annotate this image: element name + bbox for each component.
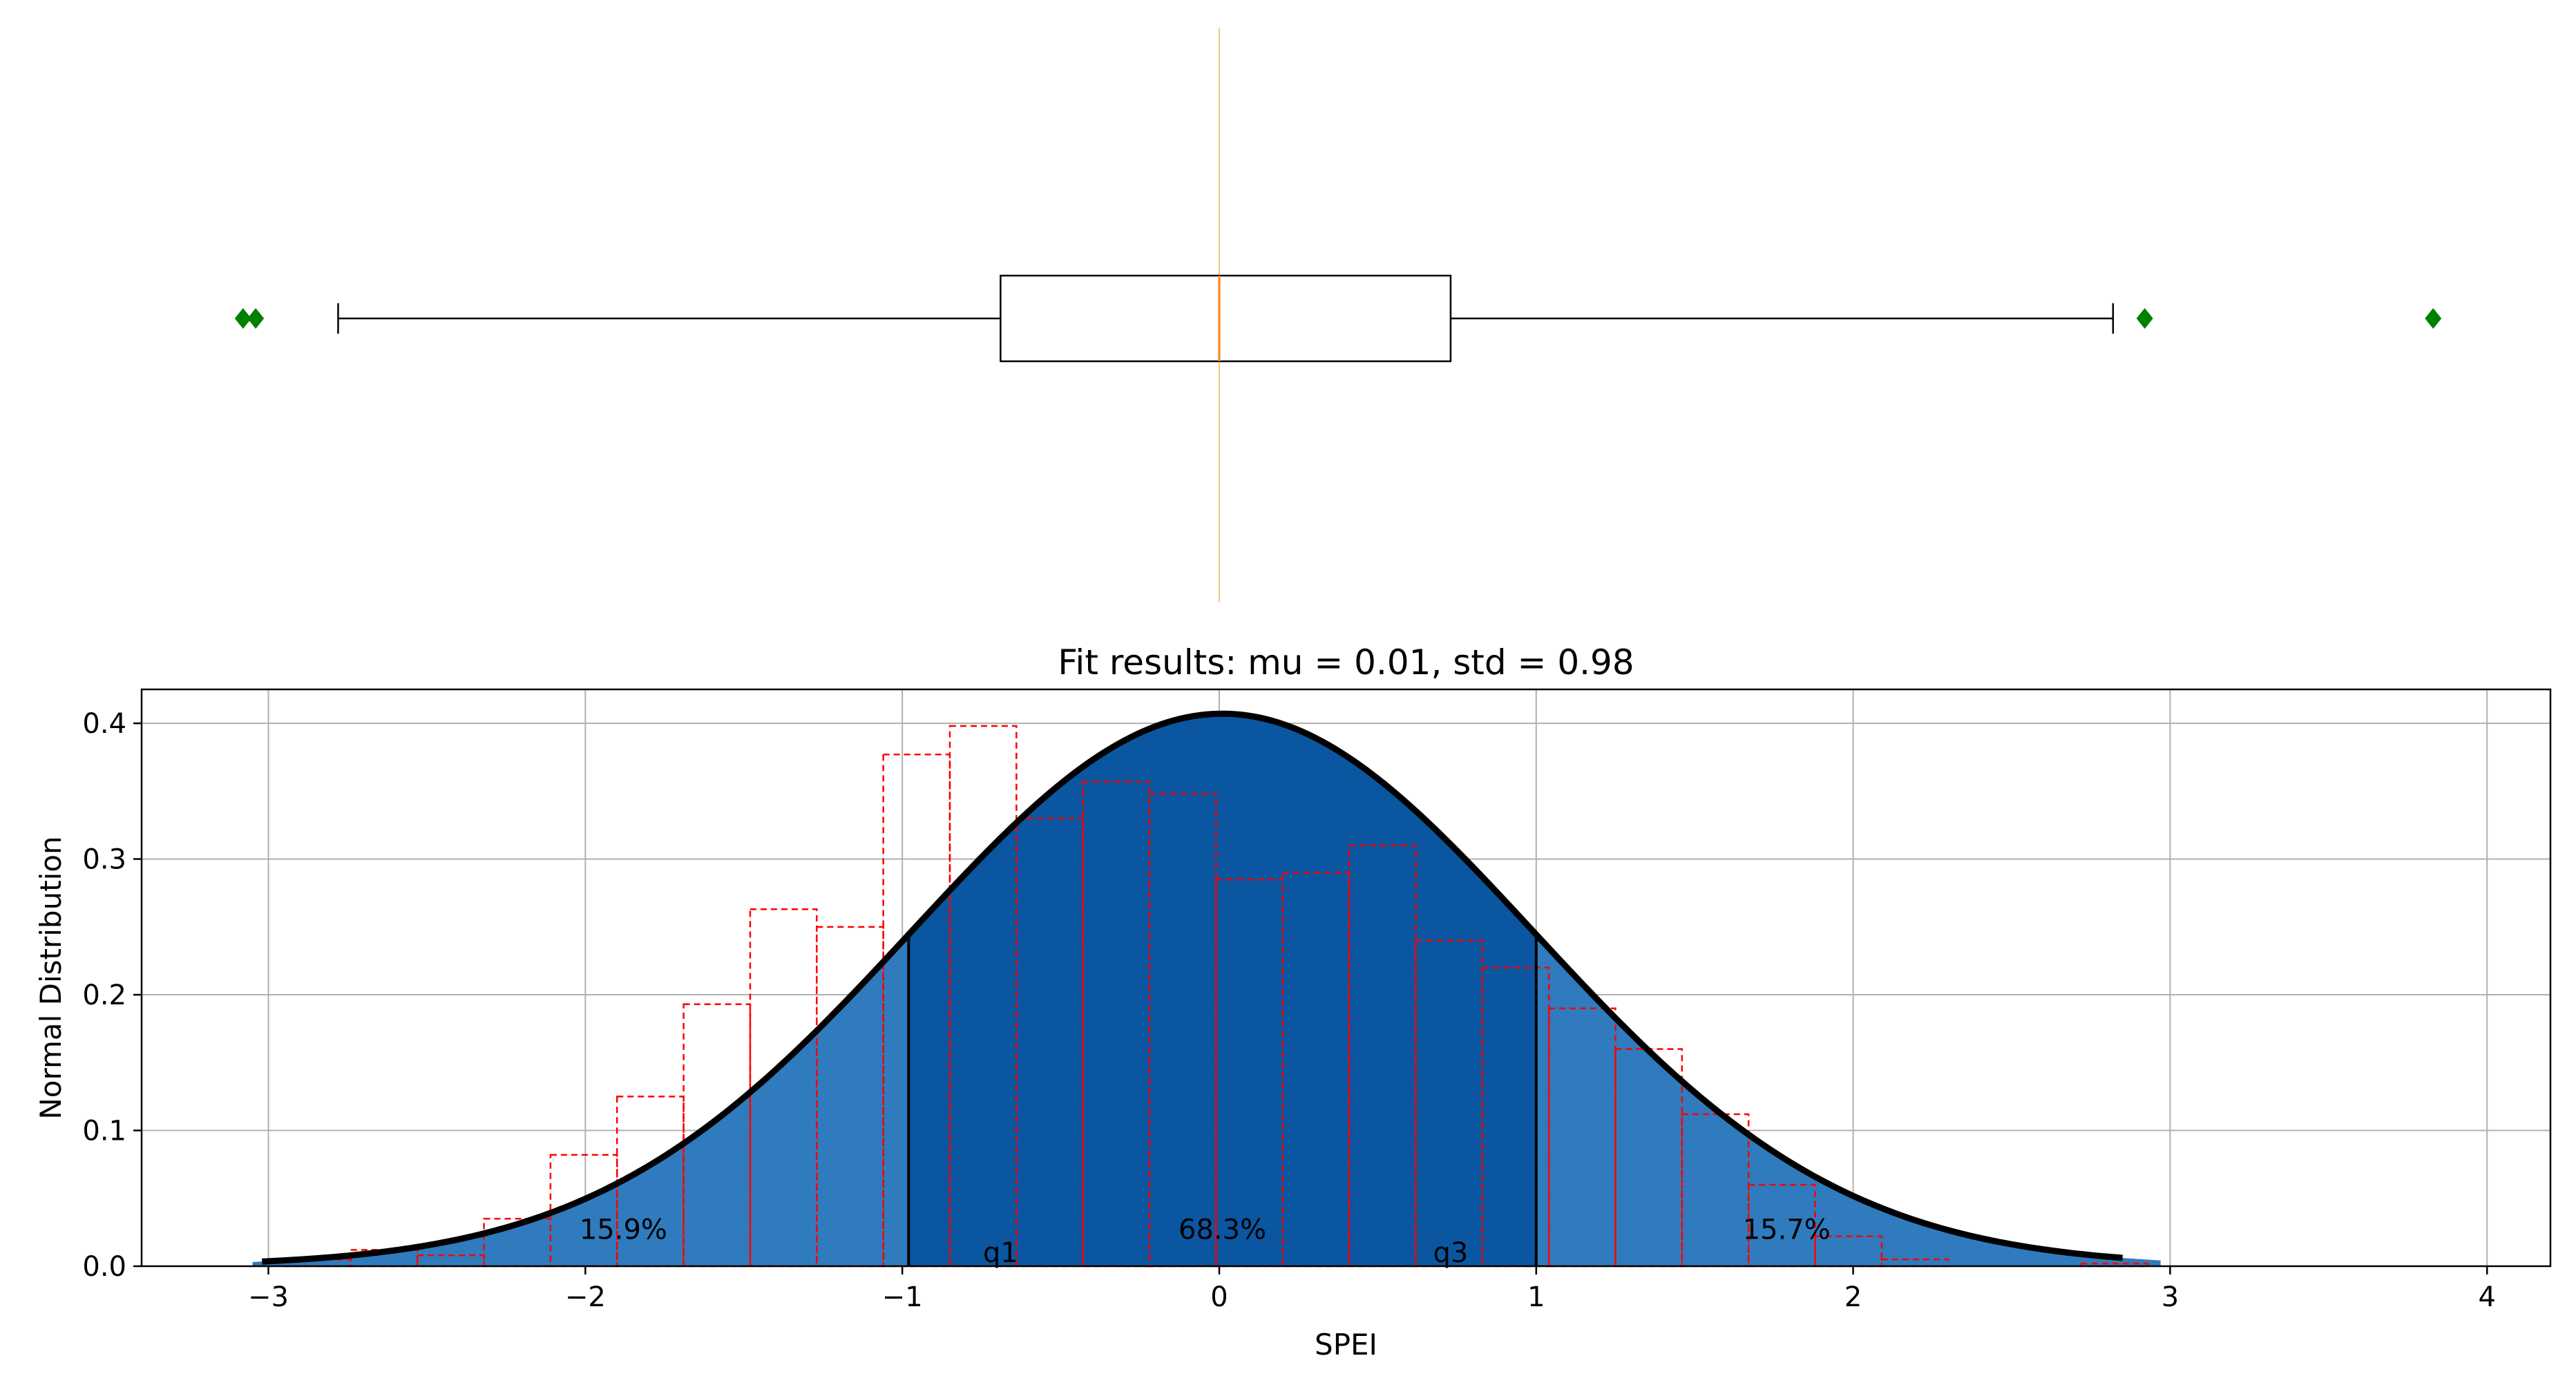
x-tick-label: −2 — [565, 1281, 606, 1313]
y-axis-label: Normal Distribution — [34, 836, 68, 1119]
y-tick-label: 0.4 — [82, 708, 126, 740]
y-tick-label: 0.0 — [82, 1251, 126, 1283]
x-axis-label: SPEI — [1315, 1328, 1377, 1362]
annotation-label: 15.7% — [1743, 1214, 1831, 1246]
annotation-label: q1 — [983, 1237, 1018, 1269]
x-tick-label: −1 — [882, 1281, 923, 1313]
histogram-bar — [416, 1254, 485, 1268]
shaded-regions — [252, 714, 2161, 1266]
boxplot-panel — [234, 28, 2442, 602]
annotation-label: 68.3% — [1179, 1214, 1266, 1246]
shaded-region — [1536, 934, 2161, 1266]
y-tick-label: 0.2 — [82, 980, 126, 1011]
quantile-lines — [907, 934, 1538, 1266]
x-tick-label: −3 — [248, 1281, 289, 1313]
outlier-point — [234, 308, 251, 329]
fit-curve-group — [262, 710, 2123, 1265]
axes: −3 −2 −1 0 1 2 3 4 0.0 0.1 0.2 0.3 0.4 — [82, 688, 2552, 1313]
annotations: 15.9% 68.3% 15.7% q1 q3 — [580, 1214, 1831, 1269]
annotation-label: 15.9% — [580, 1214, 667, 1246]
x-tick-label: 4 — [2479, 1281, 2496, 1313]
iqr-box — [1000, 274, 1452, 363]
chart-title: Fit results: mu = 0.01, std = 0.98 — [1058, 642, 1634, 682]
outlier-point — [247, 308, 265, 329]
shaded-region — [252, 934, 909, 1266]
shaded-region — [908, 714, 1536, 1266]
fit-curve — [262, 710, 2123, 1265]
histogram-panel: 15.9% 68.3% 15.7% q1 q3 −3 −2 −1 0 1 2 3 4 0.0 0.1 0.2… — [34, 642, 2552, 1362]
plot-frame — [140, 688, 2552, 1268]
histogram-bar — [2080, 1262, 2149, 1268]
x-tick-label: 1 — [1527, 1281, 1545, 1313]
y-tick-label: 0.3 — [82, 844, 126, 876]
x-tick-label: 0 — [1210, 1281, 1228, 1313]
annotation-label: q3 — [1433, 1237, 1468, 1269]
outlier-point — [2425, 308, 2442, 329]
y-tick-label: 0.1 — [82, 1116, 126, 1147]
x-tick-label: 2 — [1844, 1281, 1862, 1313]
histogram-bar — [683, 1003, 752, 1268]
x-tick-label: 3 — [2162, 1281, 2179, 1313]
outlier-point — [2136, 308, 2153, 329]
